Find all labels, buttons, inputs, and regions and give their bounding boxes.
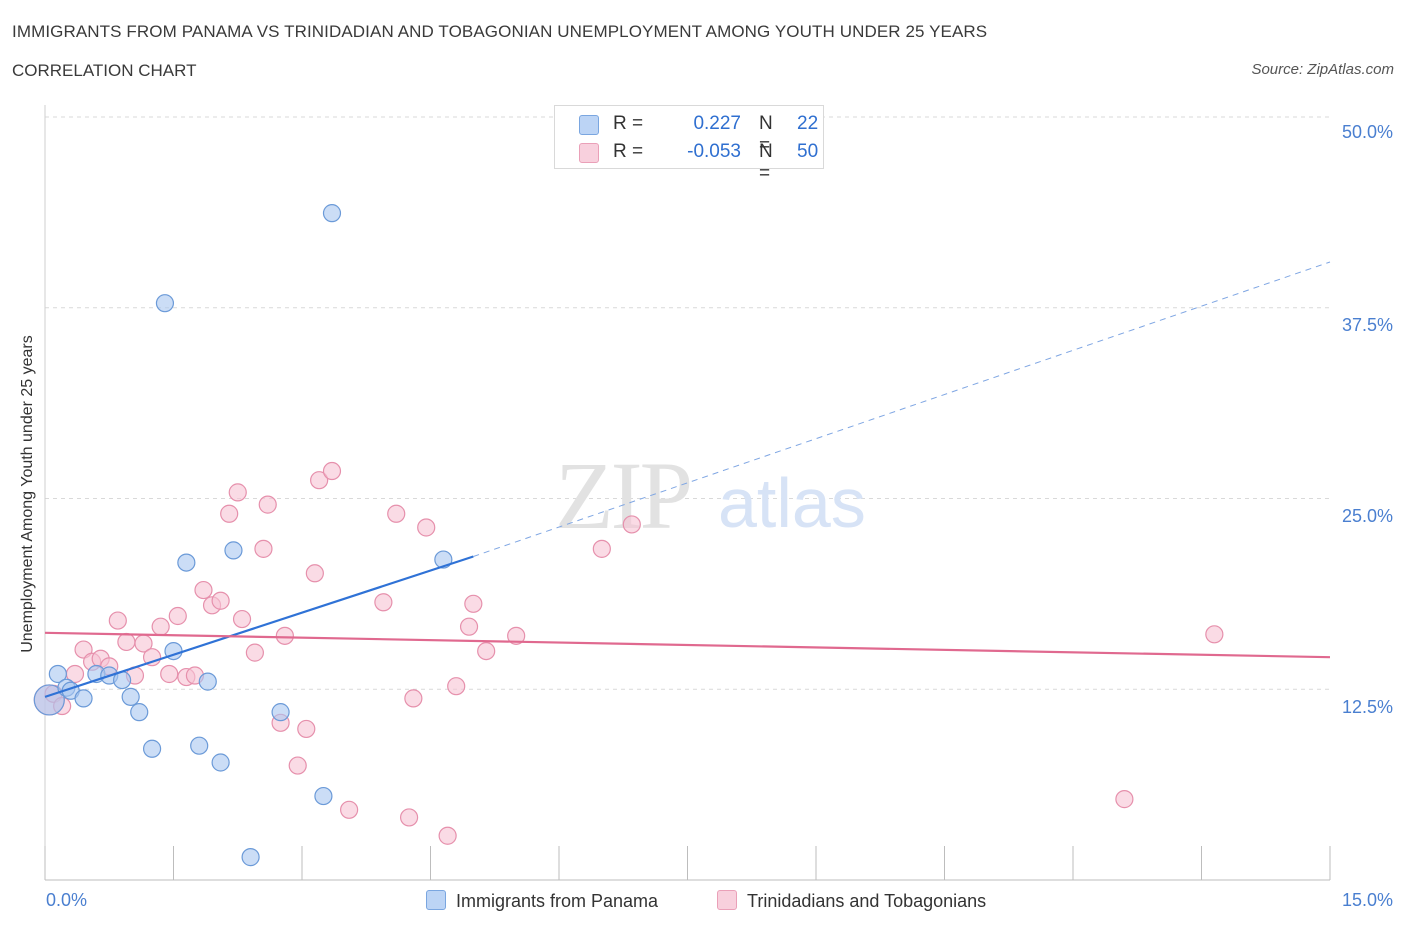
series-trinidadians-points [33,461,1224,845]
trinidadians-point [1205,625,1224,644]
source-credit: Source: ZipAtlas.com [1251,61,1394,78]
trend-lines [44,261,1331,698]
panama-point [121,687,140,706]
chart-title: IMMIGRANTS FROM PANAMA VS TRINIDADIAN AN… [12,22,988,41]
panama-point [74,689,93,708]
trinidadians-point [108,611,127,630]
legend-label: Immigrants from Panama [456,891,659,911]
panama-point [271,703,290,722]
trinidadians-trend-line [44,631,1331,659]
panama-point [211,753,230,772]
x-tick-label-max: 15.0% [1341,890,1393,910]
panama-point [142,739,162,758]
y-tick-label: 37.5% [1341,315,1393,335]
trinidadians-point [399,808,419,827]
chart-subtitle: CORRELATION CHART [12,61,197,80]
y-tick-label: 12.5% [1341,697,1393,717]
panama-point [190,736,209,755]
trinidadians-point [592,539,611,558]
trinidadians-point [220,504,239,523]
panama-point [322,204,342,223]
trinidadians-point [151,617,170,636]
trinidadians-point [438,826,457,845]
gridlines [45,116,1330,690]
legend-r-value: -0.053 [687,141,741,162]
trinidadians-point [211,591,230,610]
trinidadians-point [160,664,179,684]
trinidadians-point [374,593,393,612]
trinidadians-point [459,617,479,636]
legend-swatch-blue [426,890,446,910]
legend-n-value: 22 [797,113,819,134]
watermark-zip: ZIP [555,442,690,549]
legend-swatch-pink [579,143,599,163]
y-axis-label: Unemployment Among Youth under 25 years [19,335,36,653]
panama-point [130,703,149,722]
trinidadians-point [464,594,483,613]
legend-n-label: N = [759,141,773,184]
legend-n-value: 50 [797,141,819,162]
trinidadians-point [477,641,496,661]
trinidadians-point [194,580,213,600]
trinidadians-point [275,626,294,645]
panama-trend-extension [473,261,1331,557]
panama-point [314,786,333,806]
series-panama-points [33,204,453,867]
trinidadians-point [507,626,526,645]
trinidadians-point [404,689,423,708]
panama-point [48,664,67,684]
watermark-atlas: atlas [718,464,866,542]
legend-r-label: R = [613,113,644,134]
legend-r-value: 0.227 [693,113,741,134]
legend-n-label: N = [759,113,773,156]
trinidadians-point [258,495,277,514]
legend-item-trinidadians: Trinidadians and Tobagonians [717,890,986,912]
trinidadians-point [297,719,316,739]
trinidadians-point [387,504,406,523]
trinidadians-point [117,632,136,652]
panama-point [241,848,260,867]
legend-swatch-pink [717,890,737,910]
stats-legend: R = 0.227 N = 22 R = -0.053 N = 50 [554,105,824,184]
y-tick-label: 25.0% [1341,506,1393,526]
trinidadians-point [245,643,264,662]
panama-point [155,294,175,313]
panama-point [177,553,196,572]
trinidadians-point [622,515,641,534]
legend-label: Trinidadians and Tobagonians [747,891,987,911]
y-tick-label: 50.0% [1341,122,1393,142]
legend-r-label: R = [613,141,644,162]
panama-point [198,672,217,691]
trinidadians-point [168,606,187,626]
legend-swatch-blue [579,115,599,135]
legend-item-panama: Immigrants from Panama [426,890,658,912]
panama-point [224,541,243,560]
trinidadians-point [322,461,342,481]
trinidadians-point [340,800,359,819]
trinidadians-point [228,483,247,502]
trinidadians-point [305,564,324,583]
trinidadians-point [417,518,436,537]
trinidadians-point [288,756,307,775]
trinidadians-point [232,609,252,629]
trinidadians-point [254,539,273,558]
trinidadians-point [1115,790,1134,809]
axes [44,105,1331,881]
trinidadians-point [310,471,329,490]
x-tick-label-min: 0.0% [46,890,88,910]
panama-trend-line [44,555,474,698]
trinidadians-point [447,677,466,696]
